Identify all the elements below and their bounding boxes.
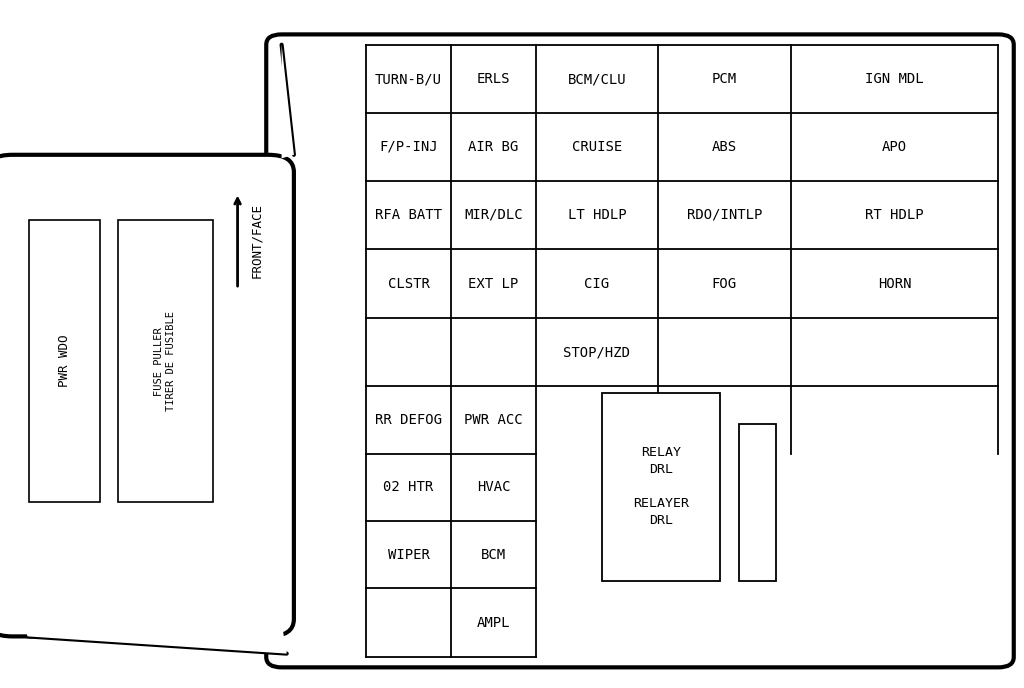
Text: FRONT/FACE: FRONT/FACE (250, 203, 263, 279)
Text: BCM/CLU: BCM/CLU (567, 72, 627, 86)
Bar (118, 220, 213, 502)
Text: RR DEFOG: RR DEFOG (375, 413, 442, 427)
Text: HORN: HORN (878, 277, 911, 290)
Text: EXT LP: EXT LP (468, 277, 518, 290)
Text: APO: APO (882, 140, 907, 154)
Text: ABS: ABS (712, 140, 737, 154)
Bar (602, 393, 720, 581)
Polygon shape (258, 45, 294, 179)
Text: STOP/HZD: STOP/HZD (563, 345, 631, 359)
Text: FUSE PULLER
TIRER DE FUSIBLE: FUSE PULLER TIRER DE FUSIBLE (155, 311, 176, 411)
Bar (739, 424, 776, 581)
Text: IGN MDL: IGN MDL (865, 72, 924, 86)
Polygon shape (17, 612, 287, 654)
Text: CIG: CIG (585, 277, 609, 290)
Text: AMPL: AMPL (476, 616, 510, 630)
Text: PWR WDO: PWR WDO (58, 335, 71, 387)
Text: PWR ACC: PWR ACC (464, 413, 522, 427)
Text: TURN-B/U: TURN-B/U (375, 72, 442, 86)
Text: 02 HTR: 02 HTR (383, 480, 433, 495)
Text: WIPER: WIPER (387, 548, 429, 562)
Text: MIR/DLC: MIR/DLC (464, 208, 522, 222)
FancyBboxPatch shape (0, 155, 294, 636)
Text: ERLS: ERLS (476, 72, 510, 86)
Text: RDO/INTLP: RDO/INTLP (686, 208, 762, 222)
Text: CRUISE: CRUISE (571, 140, 623, 154)
Text: FOG: FOG (712, 277, 737, 290)
Text: RT HDLP: RT HDLP (865, 208, 924, 222)
Text: PCM: PCM (712, 72, 737, 86)
Text: LT HDLP: LT HDLP (567, 208, 627, 222)
Text: RFA BATT: RFA BATT (375, 208, 442, 222)
Text: BCM: BCM (481, 548, 506, 562)
Text: RELAY
DRL

RELAYER
DRL: RELAY DRL RELAYER DRL (633, 446, 689, 527)
Text: F/P-INJ: F/P-INJ (379, 140, 438, 154)
FancyBboxPatch shape (266, 34, 1014, 667)
Text: HVAC: HVAC (476, 480, 510, 495)
Text: AIR BG: AIR BG (468, 140, 518, 154)
Text: CLSTR: CLSTR (387, 277, 429, 290)
Bar (29, 220, 100, 502)
